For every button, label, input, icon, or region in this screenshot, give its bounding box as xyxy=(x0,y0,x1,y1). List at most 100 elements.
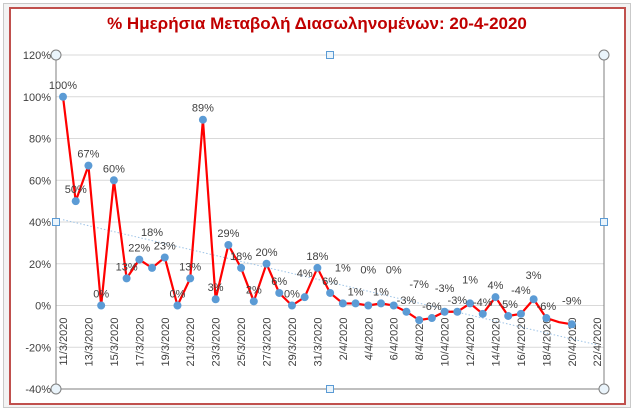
x-tick-label: 11/3/2020 xyxy=(58,318,70,366)
data-point xyxy=(440,307,449,316)
resize-handle-corner[interactable] xyxy=(598,49,610,61)
resize-handle-corner[interactable] xyxy=(598,383,610,395)
data-label: 13% xyxy=(116,261,138,273)
data-point xyxy=(542,314,551,323)
data-point xyxy=(109,176,118,185)
resize-handle-corner[interactable] xyxy=(50,383,62,395)
x-tick-label: 12/4/2020 xyxy=(465,318,477,367)
data-point xyxy=(211,295,220,304)
data-label: 29% xyxy=(217,228,239,240)
data-label: 4% xyxy=(488,280,504,292)
data-point xyxy=(402,307,411,316)
data-label: 1% xyxy=(335,262,351,274)
x-tick-label: 27/3/2020 xyxy=(262,318,274,367)
data-point xyxy=(389,301,398,310)
data-point xyxy=(224,240,233,249)
data-label: 60% xyxy=(103,163,125,175)
data-label: 50% xyxy=(65,184,87,196)
data-point xyxy=(453,307,462,316)
data-label: -4% xyxy=(473,297,493,309)
data-point xyxy=(300,293,309,302)
x-tick-label: 10/4/2020 xyxy=(440,318,452,367)
data-point xyxy=(427,314,436,323)
data-point xyxy=(466,299,475,308)
y-tick-label: 80% xyxy=(29,134,51,146)
data-point xyxy=(491,293,500,302)
data-label: -6% xyxy=(537,301,557,313)
resize-handle-side[interactable] xyxy=(52,218,60,226)
data-label: -7% xyxy=(409,279,429,291)
chart-title: % Ημερήσια Μεταβολή Διασωληνομένων: 20-4… xyxy=(107,14,527,33)
data-point xyxy=(567,320,576,329)
data-point xyxy=(415,316,424,325)
data-label: -3% xyxy=(435,283,455,295)
y-tick-label: -20% xyxy=(25,342,51,354)
y-tick-label: -40% xyxy=(25,384,51,396)
x-tick-label: 21/3/2020 xyxy=(185,318,197,367)
data-label: -4% xyxy=(511,285,531,297)
y-tick-label: 20% xyxy=(29,259,51,271)
x-tick-label: 19/3/2020 xyxy=(160,318,172,367)
data-point xyxy=(249,297,258,306)
resize-handle-side[interactable] xyxy=(326,51,334,59)
data-point xyxy=(198,115,207,124)
data-label: 3% xyxy=(526,270,542,282)
x-tick-label: 22/4/2020 xyxy=(592,318,604,367)
data-point xyxy=(59,92,67,101)
data-point xyxy=(504,311,513,320)
data-label: 1% xyxy=(462,274,478,286)
data-label: 0% xyxy=(170,289,186,301)
x-tick-label: 31/3/2020 xyxy=(312,318,324,367)
data-label: 100% xyxy=(49,80,77,92)
data-label: 89% xyxy=(192,103,214,115)
data-point xyxy=(262,259,271,268)
y-tick-label: 60% xyxy=(29,175,51,187)
data-point xyxy=(516,309,525,318)
data-label: 18% xyxy=(141,227,163,239)
data-label: -3% xyxy=(397,295,417,307)
data-label: 13% xyxy=(179,261,201,273)
x-tick-label: 8/4/2020 xyxy=(414,318,426,361)
data-label: 1% xyxy=(348,286,364,298)
x-tick-label: 18/4/2020 xyxy=(541,318,553,367)
data-point xyxy=(148,263,157,272)
data-point xyxy=(186,274,195,283)
x-tick-label: 6/4/2020 xyxy=(389,318,401,361)
data-label: 23% xyxy=(154,240,176,252)
data-label: 0% xyxy=(360,265,376,277)
x-tick-label: 14/4/2020 xyxy=(490,317,502,366)
x-tick-label: 29/3/2020 xyxy=(287,318,299,367)
data-label: 67% xyxy=(77,149,99,161)
data-point xyxy=(478,309,487,318)
y-tick-label: 0% xyxy=(35,301,51,313)
data-point xyxy=(338,299,347,308)
data-label: 3% xyxy=(208,282,224,294)
resize-handle-side[interactable] xyxy=(326,385,334,393)
data-point xyxy=(326,288,335,297)
data-label: 20% xyxy=(256,247,278,259)
x-tick-label: 23/3/2020 xyxy=(211,318,223,367)
data-point xyxy=(275,288,284,297)
x-tick-label: 15/3/2020 xyxy=(109,318,121,367)
data-point xyxy=(160,253,169,262)
resize-handle-side[interactable] xyxy=(600,218,608,226)
data-point xyxy=(377,299,385,308)
data-point xyxy=(84,161,93,170)
data-label: -6% xyxy=(422,301,442,313)
resize-handle-corner[interactable] xyxy=(50,49,62,61)
data-point xyxy=(122,274,131,283)
data-point xyxy=(364,301,373,310)
data-label: 18% xyxy=(306,251,328,263)
data-point xyxy=(313,263,322,272)
data-label: 4% xyxy=(297,268,313,280)
data-point xyxy=(351,299,360,308)
data-point xyxy=(529,295,538,304)
data-label: 6% xyxy=(271,276,287,288)
data-point xyxy=(135,255,144,264)
y-tick-label: 40% xyxy=(29,217,51,229)
data-label: -3% xyxy=(448,295,468,307)
data-label: -9% xyxy=(562,295,582,307)
data-point xyxy=(173,301,182,310)
x-tick-label: 2/4/2020 xyxy=(338,318,350,361)
